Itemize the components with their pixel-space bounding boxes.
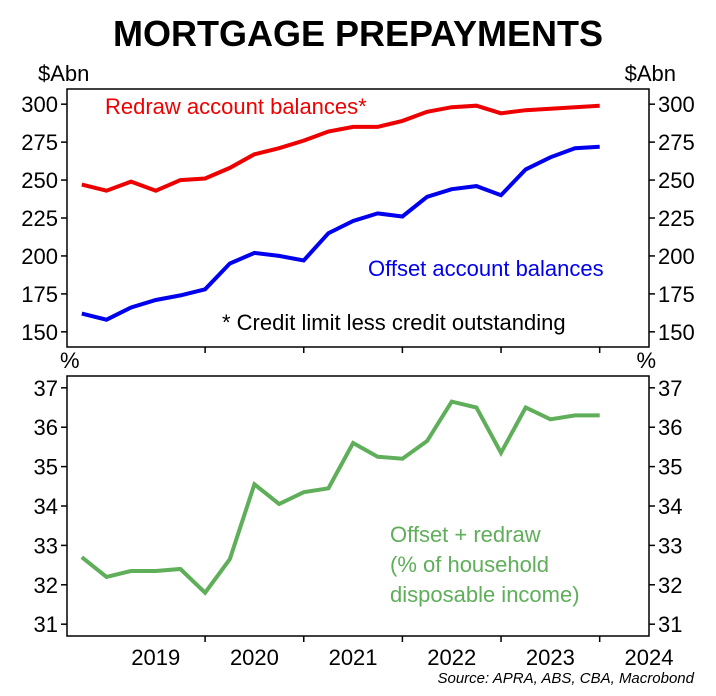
x-tick-label-2020: 2020 xyxy=(230,645,279,670)
bottom-series-lines xyxy=(80,399,600,596)
top-right-tick-label: 200 xyxy=(658,244,695,269)
top-series-lines xyxy=(81,103,600,322)
bottom-left-tick-label: 33 xyxy=(34,533,58,558)
bottom-right-tick-label: 36 xyxy=(658,415,682,440)
top-series-1-line xyxy=(81,144,600,322)
top-left-tick-label: 275 xyxy=(21,130,58,155)
top-left-unit-label: $Abn xyxy=(38,61,89,86)
top-left-tick-label: 300 xyxy=(21,92,58,117)
bottom-left-tick-label: 34 xyxy=(34,494,58,519)
bottom-left-tick-label: 37 xyxy=(34,376,58,401)
bottom-left-tick-label: 35 xyxy=(34,455,58,480)
top-right-tick-label: 300 xyxy=(658,92,695,117)
bottom-left-unit-label: % xyxy=(60,348,80,373)
x-tick-label-2022: 2022 xyxy=(427,645,476,670)
redraw-series-label: Redraw account balances* xyxy=(105,94,367,119)
top-right-tick-label: 250 xyxy=(658,168,695,193)
bottom-right-tick-label: 32 xyxy=(658,573,682,598)
bottom-panel: % % 31 31 32 32 33 33 34 34 35 35 36 36 37 37 Offset … xyxy=(34,348,683,637)
credit-limit-footnote: * Credit limit less credit outstanding xyxy=(222,310,566,335)
top-right-unit-label: $Abn xyxy=(625,61,676,86)
top-right-tick-label: 150 xyxy=(658,320,695,345)
bottom-left-tick-label: 31 xyxy=(34,612,58,637)
bottom-right-tick-label: 33 xyxy=(658,533,682,558)
chart-title: MORTGAGE PREPAYMENTS xyxy=(113,13,603,54)
bottom-right-tick-label: 34 xyxy=(658,494,682,519)
top-left-tick-label: 200 xyxy=(21,244,58,269)
bottom-right-unit-label: % xyxy=(636,348,656,373)
top-series-0-line xyxy=(81,103,600,193)
top-left-tick-label: 175 xyxy=(21,282,58,307)
bottom-left-tick-label: 36 xyxy=(34,415,58,440)
x-axis: 2019 2020 2021 2022 2023 2024 xyxy=(131,347,673,670)
bottom-right-tick-label: 37 xyxy=(658,376,682,401)
bottom-series-0-line xyxy=(80,399,600,596)
top-right-tick-label: 175 xyxy=(658,282,695,307)
x-tick-label-2023: 2023 xyxy=(526,645,575,670)
bottom-right-tick-label: 31 xyxy=(658,612,682,637)
share-label-line-3: disposable income) xyxy=(390,582,580,607)
x-tick-label-2021: 2021 xyxy=(329,645,378,670)
x-tick-label-2024: 2024 xyxy=(625,645,674,670)
top-left-tick-label: 150 xyxy=(21,320,58,345)
top-left-tick-label: 225 xyxy=(21,206,58,231)
share-series-label: Offset + redraw (% of household disposab… xyxy=(390,522,580,607)
bottom-right-tick-label: 35 xyxy=(658,455,682,480)
share-label-line-1: Offset + redraw xyxy=(390,522,541,547)
top-right-tick-label: 275 xyxy=(658,130,695,155)
source-note: Source: APRA, ABS, CBA, Macrobond xyxy=(437,670,694,687)
bottom-y-ticks: 31 31 32 32 33 33 34 34 35 35 36 36 37 37 xyxy=(34,376,683,637)
top-y-ticks: 150 150 175 175 200 200 225 225 250 250 275 275 300 3… xyxy=(21,92,694,345)
top-left-tick-label: 250 xyxy=(21,168,58,193)
share-label-line-2: (% of household xyxy=(390,552,549,577)
offset-series-label: Offset account balances xyxy=(368,256,604,281)
bottom-left-tick-label: 32 xyxy=(34,573,58,598)
top-right-tick-label: 225 xyxy=(658,206,695,231)
x-tick-label-2019: 2019 xyxy=(131,645,180,670)
top-panel: $Abn $Abn 150 150 175 175 200 200 225 225 250 250… xyxy=(21,61,695,348)
